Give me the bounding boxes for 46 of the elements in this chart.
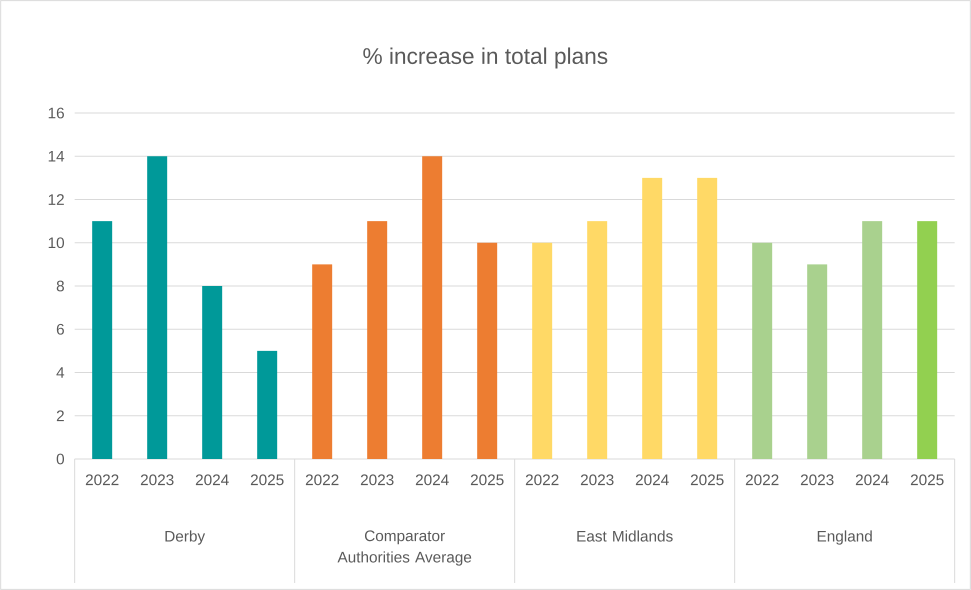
y-tick-label: 16 [48,108,64,118]
bar [202,286,222,460]
x-tick-label: 2024 [416,474,449,486]
text: Derby [165,530,206,545]
x-tick-label: 2023 [360,474,394,486]
bar [367,221,388,460]
bar [752,242,772,460]
bar [257,350,278,460]
x-tick-label: 2025 [910,474,944,486]
y-tick-label: 2 [56,410,64,422]
x-tick-label: 2024 [196,474,229,486]
bar [477,242,498,460]
text: East Midlands [577,530,673,542]
y-tick-label: 12 [48,194,64,205]
bar [862,221,882,460]
x-tick-label: 2022 [306,474,338,486]
y-tick-label: 6 [56,324,64,335]
x-tick-label: 2025 [250,474,284,486]
y-tick-label: 8 [56,280,64,292]
bar [92,221,112,460]
bar [642,178,662,460]
y-tick-label: 14 [48,150,64,162]
bar [422,156,442,460]
bar [807,264,828,460]
x-tick-label: 2023 [800,474,834,486]
bar [147,156,168,460]
x-tick-label: 2024 [856,474,889,486]
x-tick-label: 2023 [140,474,174,486]
x-tick-label: 2022 [526,474,558,486]
bar [917,221,938,460]
x-tick-label: 2022 [746,474,778,486]
y-tick-label: 0 [56,454,64,464]
x-tick-label: 2024 [636,474,669,486]
text: England [818,530,872,545]
bar [587,221,608,460]
y-tick-label: 4 [56,367,64,378]
chart-title: % increase in total plans [363,47,608,69]
bar [697,178,718,460]
x-tick-label: 2025 [470,474,504,486]
bar [312,264,332,460]
x-tick-label: 2022 [86,474,118,486]
text: Comparator Authorities Average [337,530,472,566]
x-tick-label: 2023 [580,474,614,486]
x-tick-label: 2025 [690,474,724,486]
y-tick-label: 10 [48,237,64,248]
bar [532,242,552,460]
